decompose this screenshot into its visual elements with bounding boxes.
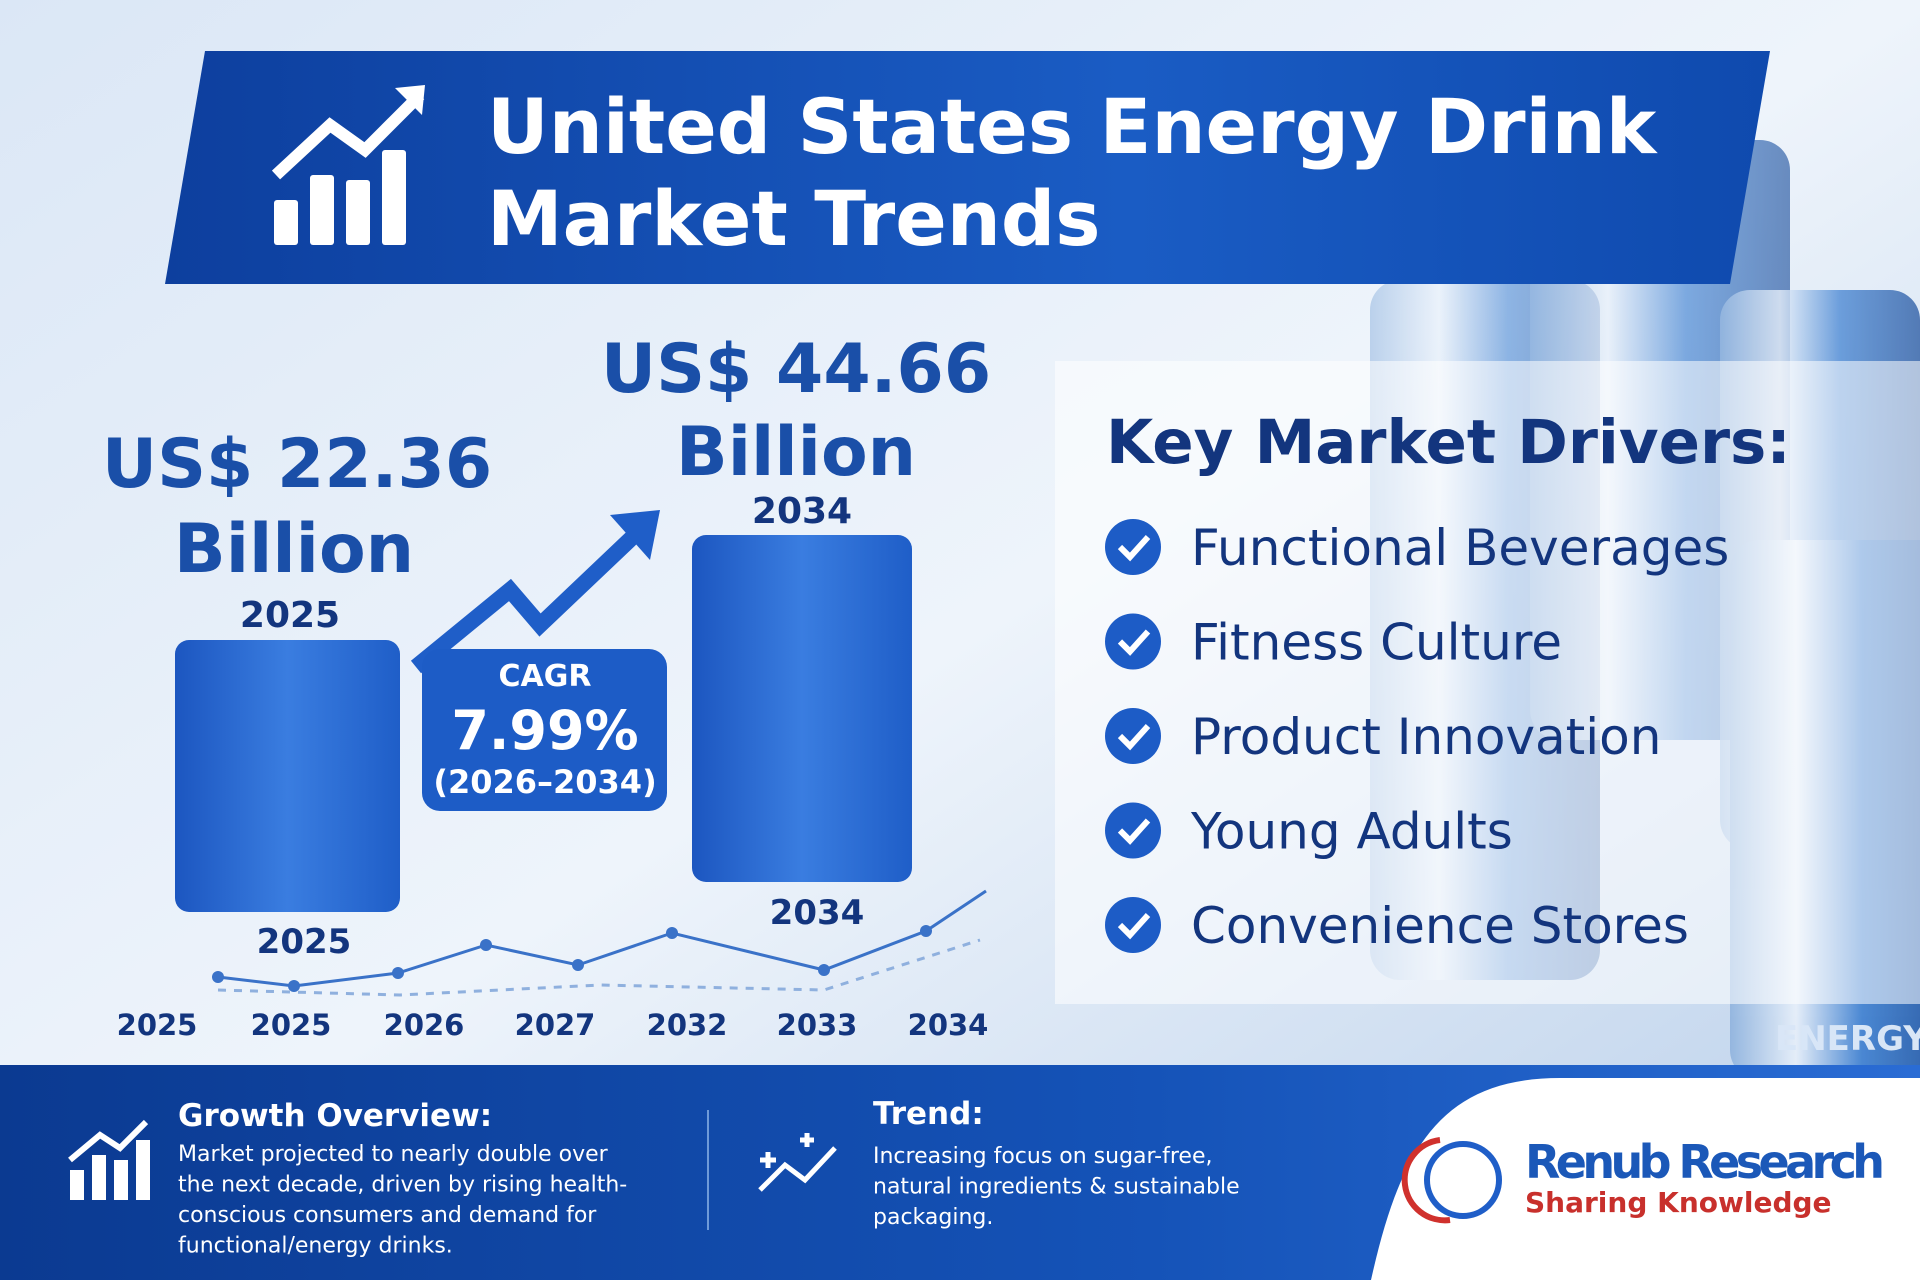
end-unit: Billion xyxy=(676,413,916,492)
trend-line xyxy=(212,889,987,997)
timeline-label: 2027 xyxy=(515,1008,596,1042)
driver-item: Fitness Culture xyxy=(1191,614,1562,672)
growth-text: Market projected to nearly double over th… xyxy=(178,1142,627,1259)
start-year: 2025 xyxy=(240,595,340,636)
footer-line: natural ingredients & sustainable xyxy=(873,1175,1240,1200)
timeline-label: 2026 xyxy=(384,1008,465,1042)
driver-item: Functional Beverages xyxy=(1191,519,1729,577)
check-mark xyxy=(1117,912,1151,940)
bar-2025 xyxy=(175,640,400,912)
timeline-label: 2033 xyxy=(777,1008,858,1042)
brand-logo xyxy=(1401,1137,1502,1224)
check-mark xyxy=(1117,629,1151,656)
brand-tagline: Sharing Knowledge xyxy=(1525,1186,1832,1219)
driver-item: Young Adults xyxy=(1190,803,1513,861)
footer-line: the next decade, driven by rising health… xyxy=(178,1173,627,1198)
brand-name: Renub Research xyxy=(1525,1135,1885,1189)
cagr-box xyxy=(422,649,667,811)
check-icon xyxy=(1105,519,1161,575)
trend-title: Trend: xyxy=(873,1096,984,1132)
bar-year: 2034 xyxy=(770,893,865,933)
footer-line: Increasing focus on sugar-free, xyxy=(873,1144,1212,1169)
driver-item: Convenience Stores xyxy=(1191,897,1689,955)
drivers-list: Functional Beverages Fitness Culture Produ… xyxy=(1105,519,1729,955)
footer-line: Market projected to nearly double over xyxy=(178,1142,609,1167)
footer-line: packaging. xyxy=(873,1205,993,1230)
check-icon xyxy=(1105,802,1161,859)
check-mark xyxy=(1117,534,1151,562)
trend-icon xyxy=(758,1133,837,1192)
growth-icon xyxy=(68,1119,150,1200)
title: Market Trends xyxy=(487,174,1101,263)
start-value: US$ 22.36 xyxy=(102,425,492,504)
footer-line: conscious consumers and demand for xyxy=(178,1203,597,1228)
start-unit: Billion xyxy=(174,510,414,589)
title-icon xyxy=(271,85,425,245)
growth-title: Growth Overview: xyxy=(178,1098,492,1134)
end-value: US$ 44.66 xyxy=(601,330,991,409)
timeline-label: 2032 xyxy=(647,1008,728,1042)
bar-year: 2025 xyxy=(257,922,352,962)
bar-2034 xyxy=(692,535,912,882)
cagr-label: CAGR xyxy=(499,659,592,694)
growth-arrow xyxy=(410,510,660,674)
cagr-period: (2026–2034) xyxy=(433,763,656,801)
title-banner xyxy=(165,51,1770,284)
cagr-value: 7.99% xyxy=(451,699,638,762)
drivers-title: Key Market Drivers: xyxy=(1106,407,1791,478)
timeline-labels: 2025 2025 2026 2027 2032 2033 2034 xyxy=(117,1008,989,1042)
footer-line: functional/energy drinks. xyxy=(178,1234,453,1259)
brand-box xyxy=(1371,1078,1920,1280)
check-icon xyxy=(1105,897,1161,953)
check-icon xyxy=(1105,613,1161,670)
drivers-panel xyxy=(1055,361,1920,1004)
timeline-label: 2034 xyxy=(908,1008,989,1042)
check-mark xyxy=(1117,723,1151,751)
check-mark xyxy=(1117,818,1151,845)
title: United States Energy Drink xyxy=(487,82,1658,171)
timeline-label: 2025 xyxy=(251,1008,332,1042)
check-icon xyxy=(1105,708,1161,764)
end-year: 2034 xyxy=(752,491,852,532)
trend-text: Increasing focus on sugar-free, natural i… xyxy=(873,1144,1240,1230)
driver-item: Product Innovation xyxy=(1191,708,1661,766)
timeline-label: 2025 xyxy=(117,1008,198,1042)
can-label: ENERGY xyxy=(1775,1019,1920,1059)
